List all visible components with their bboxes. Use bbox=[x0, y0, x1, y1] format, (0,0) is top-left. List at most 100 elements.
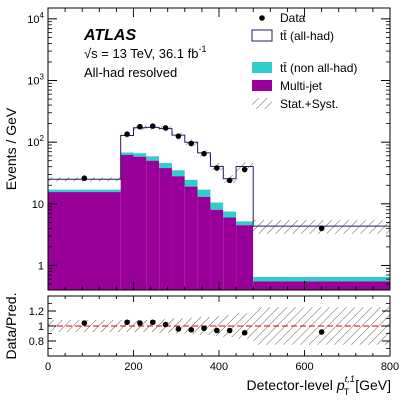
main-plot bbox=[47, 123, 391, 290]
ratio-y-tick-label: 0.8 bbox=[29, 336, 44, 348]
data-point bbox=[201, 150, 207, 157]
stacked-histogram bbox=[47, 126, 391, 290]
ratio-point bbox=[175, 326, 182, 332]
data-point bbox=[188, 140, 195, 147]
multijet-bar bbox=[253, 281, 390, 290]
y-tick-label: 10 bbox=[32, 199, 44, 211]
ttbar-allhad-bar bbox=[253, 226, 390, 278]
multijet-bar bbox=[236, 225, 254, 290]
multijet-bar bbox=[171, 176, 185, 290]
ttbar-allhad-bar bbox=[171, 135, 185, 171]
ttbar-nonallhad-bar bbox=[159, 162, 172, 169]
ttbar-nonallhad-bar bbox=[210, 202, 224, 210]
x-tick-label: 600 bbox=[295, 361, 313, 373]
ratio-points bbox=[48, 319, 390, 336]
legend-uncertainty-label: Stat.+Syst. bbox=[280, 97, 338, 111]
ratio-axes: 0 200 400 600 800 0.8 1 1.2 bbox=[29, 295, 399, 373]
multijet-bar bbox=[146, 160, 160, 290]
multijet-bar bbox=[48, 192, 121, 290]
data-point bbox=[162, 125, 169, 131]
legend-data-label: Data bbox=[280, 11, 306, 25]
ttbar-allhad-bar bbox=[184, 142, 198, 180]
x-axis-title-unit: [GeV] bbox=[355, 377, 391, 393]
multijet-bar bbox=[184, 186, 198, 290]
ratio-plot bbox=[48, 307, 390, 345]
ratio-y-tick-label: 1 bbox=[38, 321, 44, 333]
y-tick-label: 104 bbox=[27, 11, 44, 26]
ratio-point bbox=[318, 329, 325, 335]
legend-multijet-swatch bbox=[252, 80, 272, 91]
ttbar-nonallhad-bar bbox=[146, 156, 160, 161]
ttbar-allhad-bar bbox=[197, 152, 211, 190]
energy-label-superscript: -1 bbox=[198, 44, 206, 54]
ratio-point bbox=[81, 320, 88, 326]
multijet-bar bbox=[133, 156, 147, 290]
energy-label: √s = 13 TeV, 36.1 fb-1 bbox=[84, 44, 207, 61]
legend-ttbar-nonallhad-label: tt̄ (non all-had) bbox=[280, 61, 357, 75]
ttbar-nonallhad-bar bbox=[120, 152, 134, 155]
multijet-bar bbox=[120, 154, 134, 290]
multijet-bar bbox=[197, 196, 211, 290]
data-point bbox=[175, 133, 182, 139]
ttbar-allhad-bar bbox=[133, 127, 147, 154]
ttbar-nonallhad-bar bbox=[133, 153, 147, 157]
legend-data-marker bbox=[259, 15, 265, 21]
ttbar-allhad-bar bbox=[120, 135, 134, 153]
data-point bbox=[81, 175, 88, 182]
multijet-bar bbox=[159, 168, 172, 290]
ratio-uncertainty-bin bbox=[236, 313, 254, 339]
data-point bbox=[124, 131, 130, 137]
ratio-point bbox=[188, 326, 195, 333]
data-point bbox=[241, 166, 248, 173]
data-points bbox=[81, 123, 325, 232]
data-point bbox=[226, 177, 233, 184]
ratio-point bbox=[226, 327, 233, 334]
x-tick-label: 400 bbox=[210, 361, 228, 373]
x-axis-title-symbol: p bbox=[336, 377, 345, 393]
ratio-point bbox=[124, 319, 130, 326]
y-tick-label: 103 bbox=[27, 73, 44, 88]
x-axis-title-superscript: t,1 bbox=[345, 374, 355, 384]
ttbar-nonallhad-bar bbox=[253, 277, 390, 282]
legend-ttbar-nonallhad-swatch bbox=[252, 62, 272, 73]
region-label: All-had resolved bbox=[84, 65, 177, 80]
ttbar-allhad-bar bbox=[146, 127, 160, 157]
data-point bbox=[318, 225, 325, 232]
ratio-y-axis-title: Data/Pred. bbox=[3, 293, 19, 360]
x-tick-label: 200 bbox=[124, 361, 142, 373]
ratio-point bbox=[162, 321, 169, 328]
ratio-uncertainty-bin bbox=[120, 320, 134, 332]
ttbar-nonallhad-bar bbox=[236, 221, 254, 226]
ratio-y-tick-label: 1.2 bbox=[29, 306, 44, 318]
ratio-uncertainty-bin bbox=[184, 317, 198, 335]
multijet-bar bbox=[210, 209, 224, 290]
ratio-point bbox=[149, 319, 156, 326]
y-axis-title: Events / GeV bbox=[3, 107, 19, 190]
legend-ttbar-allhad-label: tt̄ (all-had) bbox=[280, 29, 334, 43]
ratio-point bbox=[137, 320, 143, 326]
ttbar-nonallhad-bar bbox=[223, 211, 237, 218]
ttbar-nonallhad-bar bbox=[197, 189, 211, 197]
x-tick-label: 0 bbox=[45, 361, 51, 373]
x-axis-title-subscript: T bbox=[344, 387, 350, 397]
ttbar-allhad-bar bbox=[210, 166, 224, 203]
x-axis-title-prefix: Detector-level bbox=[247, 377, 333, 393]
legend-multijet-label: Multi-jet bbox=[280, 79, 323, 93]
ttbar-allhad-bar bbox=[48, 179, 121, 190]
x-tick-label: 800 bbox=[381, 361, 399, 373]
multijet-bar bbox=[223, 217, 237, 290]
ttbar-allhad-bar bbox=[159, 128, 172, 163]
ratio-point bbox=[214, 327, 220, 334]
legend-uncertainty-swatch bbox=[252, 98, 272, 109]
ratio-uncertainty-bin bbox=[210, 316, 224, 336]
x-axis-title: Detector-level pt,1 T [GeV] bbox=[247, 374, 391, 397]
legend-ttbar-allhad-swatch bbox=[251, 29, 273, 42]
ttbar-nonallhad-bar bbox=[184, 179, 198, 187]
ttbar-allhad-bar bbox=[236, 166, 254, 222]
main-axes: 1 10 102 103 104 bbox=[27, 8, 391, 291]
y-tick-label: 1 bbox=[38, 260, 44, 272]
ratio-point bbox=[201, 325, 207, 332]
ttbar-nonallhad-bar bbox=[171, 170, 185, 177]
data-point bbox=[137, 123, 143, 130]
experiment-label: ATLAS bbox=[83, 27, 136, 44]
